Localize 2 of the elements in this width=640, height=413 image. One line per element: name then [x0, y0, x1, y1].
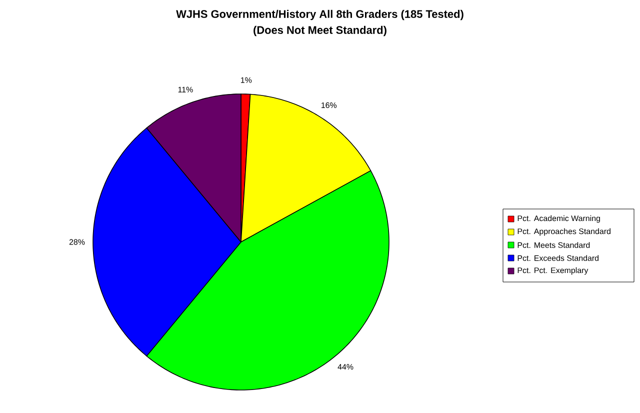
- chart-subtitle: (Does Not Meet Standard): [254, 26, 386, 36]
- chart-title: WJHS Government/History All 8th Graders (185 Tested): [176, 10, 464, 20]
